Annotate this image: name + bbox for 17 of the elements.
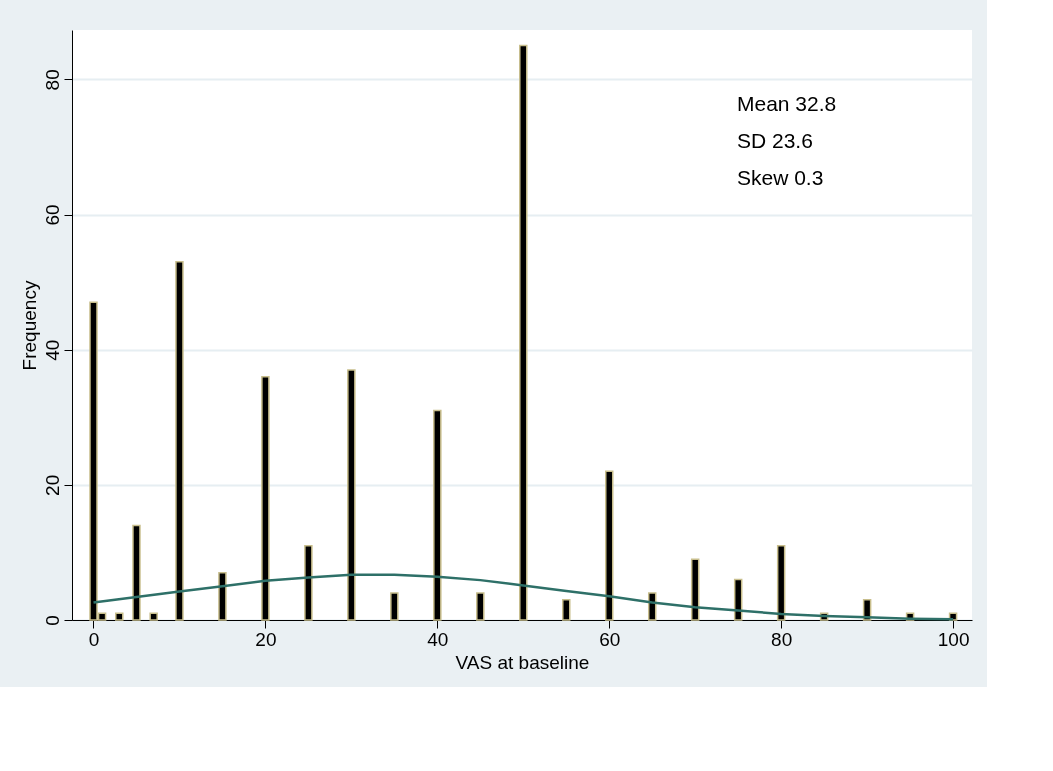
y-axis-title: Frequency bbox=[18, 280, 40, 371]
y-tick-label: 20 bbox=[41, 474, 63, 496]
line-series bbox=[92, 573, 955, 621]
y-tick-label: 80 bbox=[41, 69, 63, 91]
annotation: Mean 32.8 bbox=[737, 92, 837, 115]
x-tick-label: 100 bbox=[937, 628, 970, 650]
x-tick-label: 80 bbox=[771, 628, 793, 650]
annotation: Skew 0.3 bbox=[737, 166, 824, 189]
x-tick-label: 40 bbox=[427, 628, 449, 650]
annotation: SD 23.6 bbox=[737, 129, 813, 152]
y-tick-label: 40 bbox=[41, 339, 63, 361]
x-tick-label: 0 bbox=[88, 628, 100, 650]
y-tick-label: 0 bbox=[41, 615, 63, 626]
x-tick-label: 60 bbox=[599, 628, 621, 650]
y-tick-label: 60 bbox=[41, 204, 63, 226]
x-tick-label: 20 bbox=[255, 628, 277, 650]
x-axis-title: VAS at baseline bbox=[455, 651, 590, 673]
